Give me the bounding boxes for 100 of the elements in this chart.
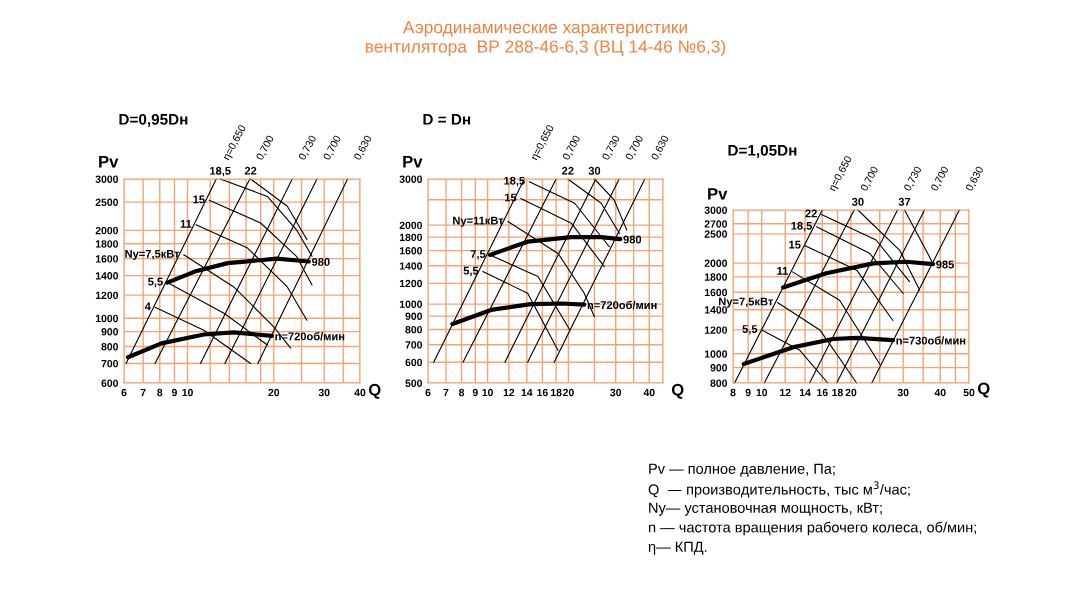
text: Ny— установочная мощность, кВт; [649,502,882,516]
y-tick-label: 600 [405,358,423,367]
y-tick-label: 700 [405,341,423,349]
y-tick-label: 2000 [704,259,728,267]
y-tick-label: 600 [101,379,119,387]
series-label: 22 [244,166,257,175]
y-tick-label: 1000 [95,314,119,323]
y-tick-label: 1200 [704,326,728,334]
y-tick-label: 1800 [399,233,423,242]
series-label: 18,5 [791,221,813,232]
y-tick-label: 500 [405,379,423,387]
y-tick-label: 900 [405,312,423,320]
text: Pv — полное давление, Па; [649,463,835,477]
x-axis-title: Q [977,382,990,398]
x-tick-label: 12 [780,388,791,397]
y-tick-label: 800 [710,379,728,387]
series-label: 7,5 [470,250,486,260]
x-tick-label: 16 [817,388,828,397]
series-label: n=730об/мин [896,336,966,345]
y-tick-label: 1000 [704,350,728,358]
text: 0,700 [625,134,645,162]
x-tick-label: 20 [562,388,574,397]
series-label: 5,5 [148,277,163,288]
y-tick-label: 800 [405,325,423,334]
chart-title: Аэродинамические характеристики вентилятора ВР 288-46-6,3 (ВЦ 14-46 №6,3) [366,21,726,57]
series-label: 30 [851,197,864,206]
y-tick-label: 1800 [704,273,728,281]
text: 0,730 [903,165,923,193]
x-tick-label: 6 [121,388,127,397]
text: 0,700 [255,134,276,162]
series-label: 11 [777,267,789,275]
y-axis-title: Pv [99,155,119,168]
series-label: 985 [936,260,954,269]
y-tick-label: 1400 [704,306,728,314]
x-tick-label: 9 [745,388,751,397]
y-tick-label: 2500 [704,230,728,238]
text: η— КПД. [648,541,707,555]
y-tick-label: 3000 [704,206,728,214]
x-tick-label: 40 [934,388,946,397]
y-tick-label: 900 [710,364,728,372]
x-tick-label: 20 [845,388,857,397]
x-tick-label: 8 [730,388,736,397]
y-tick-label: 2000 [399,221,423,230]
x-tick-label: 30 [318,388,330,397]
x-tick-label: 12 [503,388,515,397]
y-tick-label: 700 [101,359,119,368]
y-tick-label: 2000 [95,226,119,235]
x-tick-label: 8 [157,388,163,397]
y-tick-label: 2500 [95,198,119,206]
y-tick-label: 900 [101,328,119,336]
x-tick-label: 7 [443,388,449,397]
series-label: 5,5 [463,266,479,277]
x-tick-label: 8 [458,388,465,397]
x-tick-label: 10 [482,388,493,397]
x-tick-label: 50 [963,388,975,397]
y-tick-label: 800 [101,343,119,351]
series-label: Ny=11кВт [453,216,504,227]
series-label: 4 [144,302,151,311]
series-label: 30 [588,166,601,175]
x-tick-label: 40 [643,388,655,397]
text: 0,700 [562,134,582,162]
series-label: 980 [623,235,642,244]
x-tick-label: 18 [551,388,562,397]
text: 0,730 [601,134,622,162]
x-tick-label: 14 [799,388,811,397]
x-tick-label: 20 [268,388,280,397]
text: 0,630 [353,134,373,162]
text: 0,630 [965,165,985,193]
y-tick-label: 1000 [399,300,423,308]
series-label: 11 [180,220,192,228]
x-tick-label: 30 [897,388,909,397]
series-label: 5,5 [742,325,758,335]
text: 0,700 [860,165,880,193]
series-label: 22 [805,209,817,218]
y-tick-label: 1200 [399,279,423,288]
x-tick-label: 9 [472,388,478,397]
text: Q — производительность, тыс м$^{3}$/час; [648,481,910,498]
y-tick-label: 1600 [704,288,728,297]
x-tick-label: 18 [832,388,843,397]
chart-subtitle: D=0,95Dн [119,113,188,127]
chart-subtitle: D = Dн [423,114,471,125]
text: 0,730 [298,134,318,162]
y-tick-label: 2700 [704,220,728,228]
series-label: Ny=7,5кВт [125,250,180,260]
x-tick-label: 30 [610,388,622,397]
x-axis-title: Q [368,383,381,399]
x-tick-label: 7 [140,388,146,397]
chart-subtitle: D=1,05Dн [728,144,797,158]
y-tick-label: 1400 [95,272,119,280]
series-label: 15 [789,240,801,249]
text: n — частота вращения рабочего колеса, об/мин; [648,521,976,536]
text: 0,630 [650,134,671,162]
series-label: 980 [311,257,330,266]
series-label: 22 [562,166,574,175]
x-tick-label: 40 [354,388,366,397]
y-tick-label: 1200 [95,291,119,300]
y-axis-title: Pv [403,155,423,168]
x-tick-label: 16 [537,388,548,397]
x-axis-title: Q [671,383,684,399]
x-tick-label: 6 [425,388,431,397]
